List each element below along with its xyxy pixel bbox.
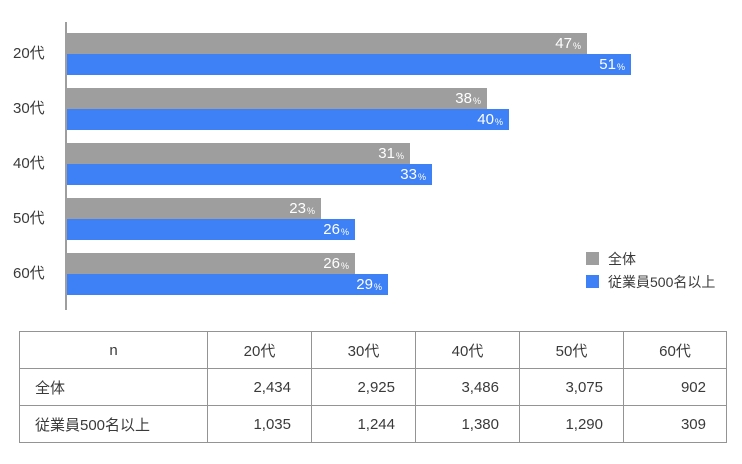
category-label-60代: 60代: [13, 265, 45, 282]
table-cell: 1,290: [519, 405, 624, 443]
bar-unit-label: %: [572, 41, 581, 51]
bar-unit-label: %: [340, 227, 349, 237]
table-cell: 1,244: [311, 405, 416, 443]
bar-chart: 20代 47% 51% 30代 38% 40% 40代 31% 33% 50代 23% 26% 60代 2…: [13, 22, 631, 310]
table-cell: 309: [623, 405, 727, 443]
bar-unit-label: %: [373, 282, 382, 292]
bar-value-label: 23: [289, 200, 306, 217]
bar-overall-20代: 47%: [67, 33, 587, 54]
legend-swatch-overall: [586, 252, 599, 265]
bar-unit-label: %: [395, 151, 404, 161]
bar-large-company-60代: 29%: [67, 274, 388, 295]
bar-unit-label: %: [472, 96, 481, 106]
table-header-cell: 50代: [519, 331, 624, 369]
table-cell: 3,486: [415, 368, 520, 406]
bar-value-label: 51: [599, 56, 616, 73]
bar-value-label: 26: [323, 255, 340, 272]
category-label-20代: 20代: [13, 45, 45, 62]
table-row-label: 全体: [19, 368, 208, 406]
table-cell: 1,380: [415, 405, 520, 443]
y-axis-line: [65, 22, 67, 310]
table-header-row: n 20代 30代 40代 50代 60代: [19, 331, 727, 369]
bar-unit-label: %: [616, 62, 625, 72]
bar-value-label: 40: [477, 111, 494, 128]
bar-value-label: 47: [555, 35, 572, 52]
data-table: n 20代 30代 40代 50代 60代 全体 2,434 2,925 3,486 3,075 90…: [19, 331, 727, 443]
table-row: 全体 2,434 2,925 3,486 3,075 902: [19, 368, 727, 406]
legend-label-large-company: 従業員500名以上: [608, 273, 716, 290]
table-cell: 1,035: [207, 405, 312, 443]
bar-large-company-20代: 51%: [67, 54, 631, 75]
bar-value-label: 29: [356, 276, 373, 293]
bar-value-label: 38: [455, 90, 472, 107]
bar-large-company-30代: 40%: [67, 109, 509, 130]
bar-overall-30代: 38%: [67, 88, 487, 109]
legend-label-overall: 全体: [608, 250, 636, 267]
bar-overall-50代: 23%: [67, 198, 321, 219]
bar-unit-label: %: [340, 261, 349, 271]
table-cell: 2,434: [207, 368, 312, 406]
bar-unit-label: %: [306, 206, 315, 216]
category-label-30代: 30代: [13, 100, 45, 117]
bar-value-label: 26: [323, 221, 340, 238]
bar-large-company-40代: 33%: [67, 164, 432, 185]
bar-overall-40代: 31%: [67, 143, 410, 164]
bar-unit-label: %: [417, 172, 426, 182]
table-header-cell: 60代: [623, 331, 727, 369]
bar-value-label: 31: [378, 145, 395, 162]
table-header-cell: 40代: [415, 331, 520, 369]
bar-value-label: 33: [400, 166, 417, 183]
table-row-label: 従業員500名以上: [19, 405, 208, 443]
data-table-body: n 20代 30代 40代 50代 60代 全体 2,434 2,925 3,486 3,075 90…: [19, 331, 727, 443]
legend-item-overall: 全体: [586, 247, 715, 270]
legend: 全体 従業員500名以上: [586, 247, 715, 293]
table-cell: 3,075: [519, 368, 624, 406]
legend-swatch-large-company: [586, 275, 599, 288]
table-cell: 902: [623, 368, 727, 406]
bar-unit-label: %: [494, 117, 503, 127]
bar-overall-60代: 26%: [67, 253, 355, 274]
table-cell: 2,925: [311, 368, 416, 406]
table-header-cell: n: [19, 331, 208, 369]
sample-size-table-wrap: n 20代 30代 40代 50代 60代 全体 2,434 2,925 3,486 3,075 90…: [19, 331, 727, 443]
category-label-40代: 40代: [13, 155, 45, 172]
category-label-50代: 50代: [13, 210, 45, 227]
table-header-cell: 30代: [311, 331, 416, 369]
table-row: 従業員500名以上 1,035 1,244 1,380 1,290 309: [19, 405, 727, 443]
bar-large-company-50代: 26%: [67, 219, 355, 240]
table-header-cell: 20代: [207, 331, 312, 369]
legend-item-large-company: 従業員500名以上: [586, 270, 715, 293]
